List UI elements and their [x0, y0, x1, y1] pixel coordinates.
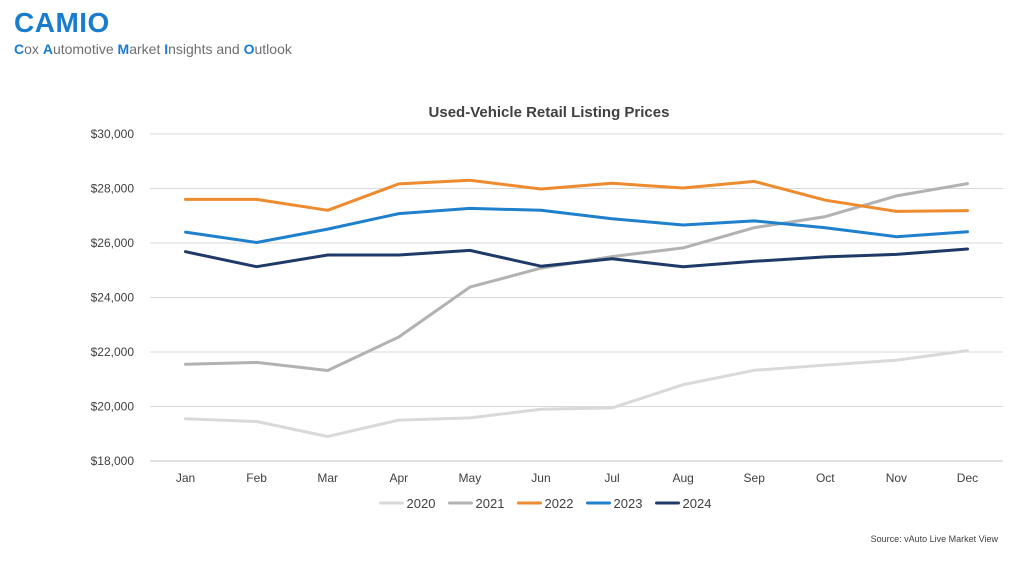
- subtitle-text: nsights and: [168, 41, 244, 57]
- x-tick-label: Jun: [531, 471, 550, 485]
- brand-subtitle: Cox Automotive Market Insights and Outlo…: [14, 41, 292, 57]
- y-tick-label: $30,000: [91, 127, 135, 141]
- x-tick-label: Oct: [816, 471, 835, 485]
- y-tick-label: $22,000: [91, 345, 135, 359]
- y-tick-label: $20,000: [91, 400, 135, 414]
- subtitle-initial: I: [164, 41, 169, 57]
- subtitle-initial: A: [42, 41, 53, 57]
- x-tick-label: Aug: [672, 471, 693, 485]
- chart-title: Used-Vehicle Retail Listing Prices: [429, 104, 670, 121]
- subtitle-text: utlook: [254, 41, 292, 57]
- subtitle-text: ox: [24, 41, 43, 57]
- subtitle-initial: C: [14, 41, 25, 57]
- x-tick-label: Apr: [389, 471, 408, 485]
- series-lines: [184, 178, 969, 438]
- legend-label: 2022: [545, 496, 574, 511]
- x-tick-label: Mar: [317, 471, 338, 485]
- series-line-2023: [184, 206, 969, 244]
- x-tick-label: Dec: [957, 471, 978, 485]
- y-tick-label: $18,000: [91, 454, 135, 468]
- legend: 2020 2021 2022 2023 2024: [379, 496, 712, 511]
- legend-label: 2021: [476, 496, 505, 511]
- source-note: Source: vAuto Live Market View: [870, 534, 998, 544]
- brand-header: CAMIO Cox Automotive Market Insights and…: [14, 6, 292, 57]
- x-tick-label: May: [459, 471, 482, 485]
- subtitle-text: utomotive: [52, 41, 118, 57]
- x-tick-label: Jan: [176, 471, 195, 485]
- legend-label: 2024: [683, 496, 712, 511]
- x-axis-tick-labels: Jan Feb Mar Apr May Jun Jul Aug Sep Oct Nov Dec: [176, 471, 978, 485]
- legend-label: 2020: [407, 496, 436, 511]
- x-tick-label: Nov: [886, 471, 907, 485]
- y-tick-label: $28,000: [91, 182, 135, 196]
- y-tick-label: $24,000: [91, 291, 135, 305]
- y-axis-tick-labels: $18,000 $20,000 $22,000 $24,000 $26,000 $28,0…: [91, 127, 135, 468]
- subtitle-initial: O: [243, 41, 255, 57]
- series-line-2020: [184, 349, 969, 438]
- x-tick-label: Sep: [744, 471, 766, 485]
- subtitle-text: arket: [129, 41, 165, 57]
- x-tick-label: Jul: [604, 471, 619, 485]
- x-tick-label: Feb: [246, 471, 267, 485]
- subtitle-initial: M: [117, 41, 130, 57]
- series-line-2024: [184, 247, 969, 269]
- brand-title: CAMIO: [14, 7, 110, 38]
- y-tick-label: $26,000: [91, 236, 135, 250]
- gridlines: [150, 133, 1003, 462]
- legend-label: 2023: [614, 496, 643, 511]
- series-line-2022: [184, 178, 969, 213]
- series-line-2021: [184, 182, 969, 372]
